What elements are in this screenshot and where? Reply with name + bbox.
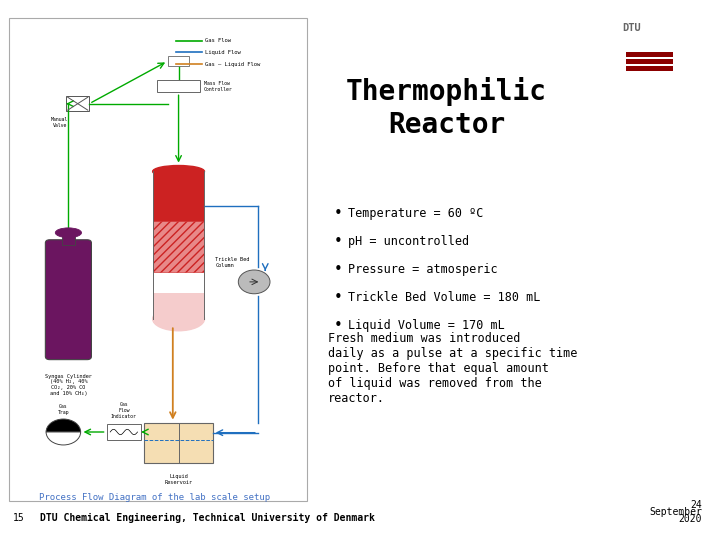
Text: Liquid Flow: Liquid Flow xyxy=(205,50,241,55)
Text: •: • xyxy=(333,234,342,249)
Wedge shape xyxy=(46,432,81,445)
Text: Liquid Volume = 170 mL: Liquid Volume = 170 mL xyxy=(348,319,505,332)
Bar xyxy=(145,422,213,463)
Text: Trickle Bed
Column: Trickle Bed Column xyxy=(215,257,250,268)
FancyBboxPatch shape xyxy=(626,66,673,71)
Text: Temperature = 60 ºC: Temperature = 60 ºC xyxy=(348,207,483,220)
Ellipse shape xyxy=(153,165,204,177)
Text: Fresh medium was introduced
daily as a pulse at a specific time
point. Before th: Fresh medium was introduced daily as a p… xyxy=(328,332,577,405)
Text: September: September xyxy=(649,507,702,517)
Text: Gas
Trap: Gas Trap xyxy=(58,404,69,415)
Text: Gas
Flow
Indicator: Gas Flow Indicator xyxy=(111,402,137,419)
Text: 15: 15 xyxy=(13,514,24,523)
Text: Liquid
Reservoir: Liquid Reservoir xyxy=(164,474,193,485)
Bar xyxy=(62,233,75,245)
Text: Thermophilic
Reactor: Thermophilic Reactor xyxy=(346,77,547,139)
Text: pH = uncontrolled: pH = uncontrolled xyxy=(348,235,469,248)
Text: Trickle Bed Volume = 180 mL: Trickle Bed Volume = 180 mL xyxy=(348,291,540,304)
Bar xyxy=(168,56,189,66)
Text: DTU Chemical Engineering, Technical University of Denmark: DTU Chemical Engineering, Technical Univ… xyxy=(40,514,374,523)
Bar xyxy=(157,80,200,92)
Text: •: • xyxy=(333,206,342,221)
Ellipse shape xyxy=(153,307,204,330)
Text: •: • xyxy=(333,290,342,305)
Text: •: • xyxy=(333,262,342,277)
Text: •: • xyxy=(333,318,342,333)
Text: 2020: 2020 xyxy=(678,514,702,524)
Wedge shape xyxy=(46,419,81,432)
Text: Gas – Liquid Flow: Gas – Liquid Flow xyxy=(205,62,261,67)
Bar xyxy=(153,221,204,272)
Text: Manual
Valve: Manual Valve xyxy=(51,117,68,128)
Text: Gas Flow: Gas Flow xyxy=(205,38,231,43)
Bar xyxy=(153,293,204,319)
Text: Process Flow Diagram of the lab scale setup: Process Flow Diagram of the lab scale se… xyxy=(39,494,271,502)
Bar xyxy=(153,221,204,272)
Text: 24: 24 xyxy=(690,500,702,510)
Bar xyxy=(153,172,204,248)
Bar xyxy=(66,96,89,111)
Text: Mass Flow
Controller: Mass Flow Controller xyxy=(204,81,233,92)
Text: Syngas Cylinder
(40% H₂, 40%
CO₂, 20% CO
and 10% CH₄): Syngas Cylinder (40% H₂, 40% CO₂, 20% CO… xyxy=(45,374,92,396)
Circle shape xyxy=(238,270,270,294)
Text: DTU: DTU xyxy=(622,23,641,33)
Ellipse shape xyxy=(55,228,81,238)
FancyBboxPatch shape xyxy=(626,59,673,64)
FancyBboxPatch shape xyxy=(45,240,91,360)
Text: Pressure = atmosperic: Pressure = atmosperic xyxy=(348,263,498,276)
Bar xyxy=(107,424,141,440)
FancyBboxPatch shape xyxy=(626,52,673,57)
FancyBboxPatch shape xyxy=(9,18,307,501)
